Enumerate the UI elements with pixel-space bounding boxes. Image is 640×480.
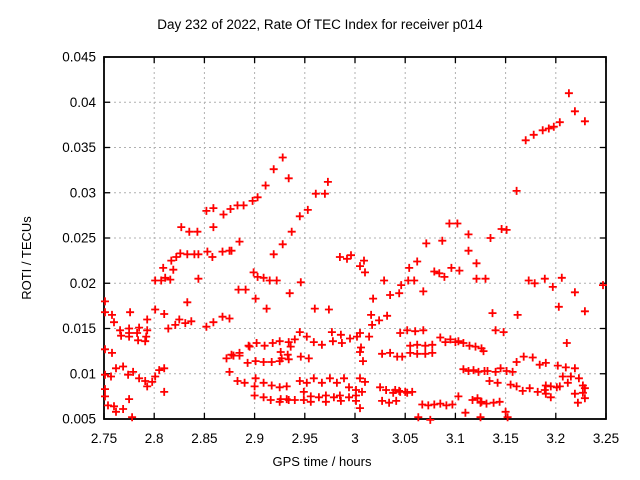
- x-tick-label: 3.25: [593, 431, 619, 446]
- plot-border: [103, 56, 607, 420]
- y-tick-label: 0.035: [62, 140, 96, 155]
- x-axis-label: GPS time / hours: [273, 454, 372, 469]
- y-tick-label: 0.01: [70, 366, 96, 381]
- x-tick-label: 3.1: [446, 431, 465, 446]
- y-tick-label: 0.025: [62, 231, 96, 246]
- x-tick-label: 3.15: [492, 431, 518, 446]
- x-tick-label: 2.8: [145, 431, 164, 446]
- x-tick-label: 2.9: [245, 431, 264, 446]
- x-tick-label: 2.85: [191, 431, 217, 446]
- y-tick-labels: 0.005 0.01 0.015 0.02 0.025 0.03 0.035 0.04 0.04…: [62, 50, 96, 427]
- x-tick-label: 3: [351, 431, 359, 446]
- x-tick-label: 2.95: [292, 431, 318, 446]
- x-tick-label: 2.75: [91, 431, 117, 446]
- y-tick-label: 0.03: [70, 185, 96, 200]
- data-points: [101, 89, 607, 424]
- y-tick-label: 0.015: [62, 321, 96, 336]
- x-tick-labels: 2.75 2.8 2.85 2.9 2.95 3 3.05 3.1 3.15 3.2 3.25: [91, 431, 619, 446]
- y-tick-label: 0.04: [70, 95, 97, 110]
- y-tick-label: 0.02: [70, 276, 96, 291]
- y-axis-label: ROTI / TECUs: [19, 216, 34, 300]
- chart-title: Day 232 of 2022, Rate Of TEC Index for r…: [157, 17, 483, 32]
- y-tick-label: 0.045: [62, 50, 96, 65]
- x-tick-label: 3.2: [546, 431, 565, 446]
- grid-lines: [103, 56, 607, 420]
- x-tick-label: 3.05: [392, 431, 418, 446]
- y-tick-label: 0.005: [62, 412, 96, 427]
